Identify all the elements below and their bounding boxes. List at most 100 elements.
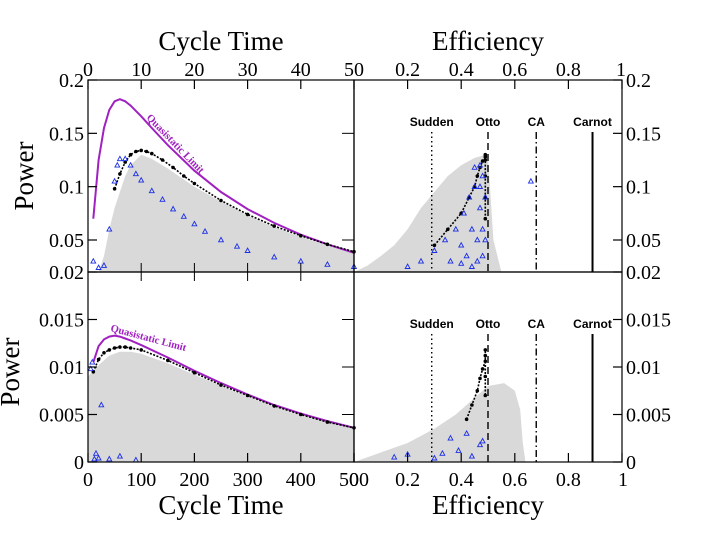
data-point-random [476, 183, 484, 189]
data-point-random [98, 401, 105, 408]
data-point-random [458, 259, 465, 266]
data-point-optimized [123, 345, 127, 349]
x-tick-label: 10 [131, 59, 151, 81]
y-tick-label: 0.015 [39, 310, 84, 332]
x-tick-label: 500 [339, 469, 369, 491]
data-point-random [95, 264, 102, 270]
data-point-optimized [483, 348, 488, 352]
data-point-random [471, 183, 478, 189]
data-point-random [138, 176, 145, 183]
data-point-random [476, 204, 484, 211]
y-tick-label: 0.01 [626, 357, 661, 379]
series-line-quasistatic-2 [92, 334, 355, 429]
data-point-random [116, 155, 124, 162]
data-point-random [431, 247, 438, 253]
x-tick-label: 1 [616, 59, 626, 81]
data-point-optimized [446, 227, 450, 232]
data-point-optimized [272, 224, 277, 228]
y-tick-label: 0.02 [49, 262, 84, 284]
data-point-random [95, 454, 102, 461]
data-point-random [92, 449, 100, 456]
data-point-optimized [478, 376, 482, 381]
ref-label-otto: Otto [476, 115, 501, 129]
data-point-optimized [160, 158, 165, 162]
x-tick-label: 0.2 [395, 59, 420, 81]
ref-label-carnot: Carnot [573, 317, 612, 331]
data-point-random [132, 170, 140, 177]
axes [87, 79, 623, 463]
data-series [87, 98, 535, 463]
data-point-optimized [182, 174, 186, 178]
data-point-random [476, 441, 484, 448]
y-tick-label: 0.15 [49, 123, 84, 145]
data-point-optimized [112, 346, 117, 350]
data-point-random [233, 242, 241, 249]
data-point-random [527, 177, 535, 184]
accessible-region-1 [354, 154, 502, 272]
data-point-random [116, 452, 124, 459]
y-tick-label: 0 [74, 452, 84, 474]
data-point-optimized [102, 351, 106, 355]
y-tick-label: 0.1 [626, 177, 651, 199]
shaded-regions [88, 154, 526, 462]
y-tick-label: 0.02 [626, 262, 661, 284]
data-point-random [148, 187, 155, 194]
ref-label-sudden: Sudden [410, 115, 454, 129]
data-point-optimized [144, 149, 149, 154]
data-point-optimized [171, 165, 175, 170]
data-point-optimized [245, 393, 250, 398]
data-point-random [201, 227, 209, 234]
data-point-random [91, 455, 98, 462]
data-point-optimized [245, 212, 250, 217]
data-point-optimized [128, 152, 133, 157]
data-point-optimized [112, 187, 117, 191]
x-tick-label: 30 [238, 59, 258, 81]
data-point-optimized [325, 242, 330, 247]
x-tick-label: 300 [233, 469, 263, 491]
x-tick-label: 40 [291, 59, 311, 81]
data-point-optimized [470, 403, 474, 407]
data-point-random [439, 449, 446, 456]
x-tick-label: 0.6 [502, 59, 527, 81]
y-tick-label: 0.1 [59, 177, 84, 199]
data-point-random [466, 193, 473, 200]
x-tick-label: 200 [179, 469, 209, 491]
y-tick-label: 0.15 [626, 123, 661, 145]
x-tick-label: 20 [184, 59, 204, 81]
data-point-random [122, 155, 129, 162]
data-point-random [482, 193, 489, 200]
data-point-random [479, 225, 486, 232]
x-tick-label: 0.2 [395, 469, 420, 491]
data-point-random [455, 447, 462, 453]
x-tick-label: 0.6 [502, 469, 527, 491]
x-axis-title-top-right: Efficiency [432, 26, 544, 56]
data-point-optimized [480, 159, 485, 163]
data-point-optimized [134, 149, 138, 154]
data-point-random [468, 225, 476, 232]
y-tick-label: 0.005 [626, 405, 671, 427]
data-point-random [111, 177, 118, 184]
data-point-random [479, 172, 486, 179]
data-point-random [479, 437, 486, 444]
data-point-random [482, 236, 489, 243]
data-point-random [159, 195, 166, 202]
x-tick-label: 400 [286, 469, 316, 491]
x-axis-title-top-left: Cycle Time [158, 26, 283, 56]
y-tick-label: 0 [626, 452, 636, 474]
data-point-optimized [118, 345, 122, 349]
x-axis-title-bottom-right: Efficiency [432, 490, 544, 520]
data-point-optimized [483, 393, 488, 398]
y-tick-label: 0.2 [626, 70, 651, 92]
data-point-optimized [483, 359, 488, 364]
ref-label-carnot: Carnot [573, 115, 612, 129]
data-point-random [460, 209, 468, 216]
x-tick-label: 0 [349, 469, 359, 491]
reference-lines [431, 132, 594, 462]
data-point-optimized [96, 357, 101, 362]
y-tick-label: 0.05 [49, 230, 84, 252]
data-point-random [106, 455, 113, 462]
data-point-optimized [483, 158, 488, 162]
data-point-optimized [107, 348, 112, 352]
data-point-optimized [139, 148, 143, 153]
data-point-optimized [166, 358, 170, 363]
